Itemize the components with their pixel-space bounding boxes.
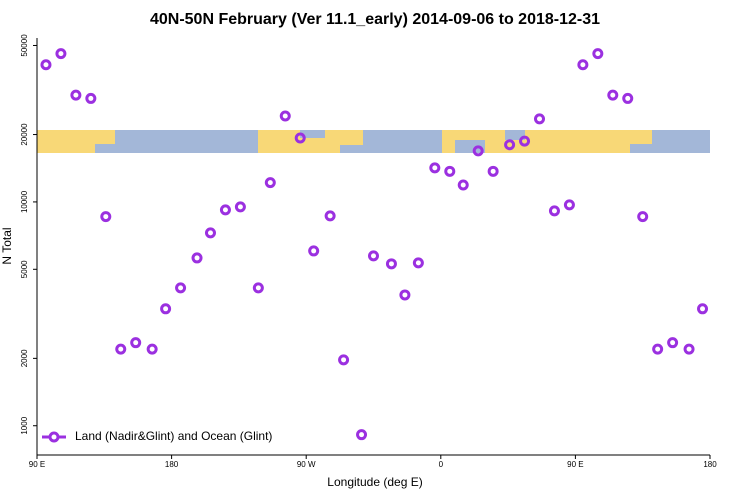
point xyxy=(577,59,589,71)
point xyxy=(308,245,320,257)
x-tick-label: 90 E xyxy=(567,460,583,469)
point xyxy=(429,162,441,174)
point xyxy=(70,89,82,101)
x-tick-label: 0 xyxy=(439,460,444,469)
point xyxy=(219,204,231,216)
point xyxy=(115,343,127,355)
point xyxy=(667,337,679,349)
y-tick-label: 10000 xyxy=(20,190,29,213)
y-axis-label: N Total xyxy=(0,227,14,264)
point xyxy=(100,211,112,223)
point xyxy=(637,211,649,223)
point xyxy=(130,337,142,349)
x-tick-label: 180 xyxy=(165,460,179,469)
point xyxy=(412,257,424,269)
point xyxy=(592,48,604,60)
y-tick-label: 2000 xyxy=(20,349,29,367)
point xyxy=(683,343,695,355)
map-strip xyxy=(37,130,710,153)
y-tick-label: 1000 xyxy=(20,416,29,434)
point xyxy=(324,210,336,222)
x-tick-label: 90 W xyxy=(297,460,316,469)
point xyxy=(385,258,397,270)
chart-title: 40N-50N February (Ver 11.1_early) 2014-0… xyxy=(150,11,600,28)
point xyxy=(55,48,67,60)
point xyxy=(85,92,97,104)
point xyxy=(252,282,264,294)
point xyxy=(368,250,379,262)
point xyxy=(234,201,246,213)
point xyxy=(338,354,350,366)
point xyxy=(146,343,158,355)
point xyxy=(356,429,368,441)
point xyxy=(622,92,634,104)
y-tick-label: 20000 xyxy=(20,123,29,146)
x-tick-label: 180 xyxy=(703,460,717,469)
point xyxy=(607,89,619,101)
point xyxy=(504,139,516,151)
point xyxy=(563,199,575,211)
x-axis-label: Longitude (deg E) xyxy=(327,475,422,489)
legend-label: Land (Nadir&Glint) and Ocean (Glint) xyxy=(75,429,272,443)
y-tick-label: 5000 xyxy=(20,260,29,278)
point xyxy=(652,343,664,355)
point xyxy=(399,289,411,301)
point xyxy=(472,145,484,157)
point xyxy=(457,179,469,191)
legend-marker xyxy=(48,431,60,443)
point xyxy=(534,113,546,125)
point xyxy=(294,132,306,144)
point xyxy=(519,135,531,147)
point xyxy=(175,282,187,294)
point xyxy=(191,252,203,264)
point xyxy=(279,110,291,122)
point xyxy=(40,59,52,71)
point xyxy=(444,165,456,177)
x-tick-label: 90 E xyxy=(29,460,45,469)
point xyxy=(697,303,709,315)
point xyxy=(548,205,560,217)
point xyxy=(204,227,216,239)
point xyxy=(264,177,276,189)
y-tick-label: 50000 xyxy=(20,34,29,57)
point xyxy=(160,303,172,315)
point xyxy=(487,165,499,177)
